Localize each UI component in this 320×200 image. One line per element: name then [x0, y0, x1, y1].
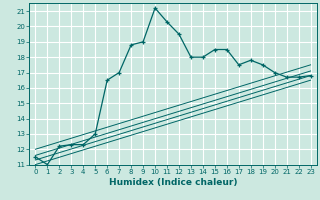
X-axis label: Humidex (Indice chaleur): Humidex (Indice chaleur) [109, 178, 237, 187]
